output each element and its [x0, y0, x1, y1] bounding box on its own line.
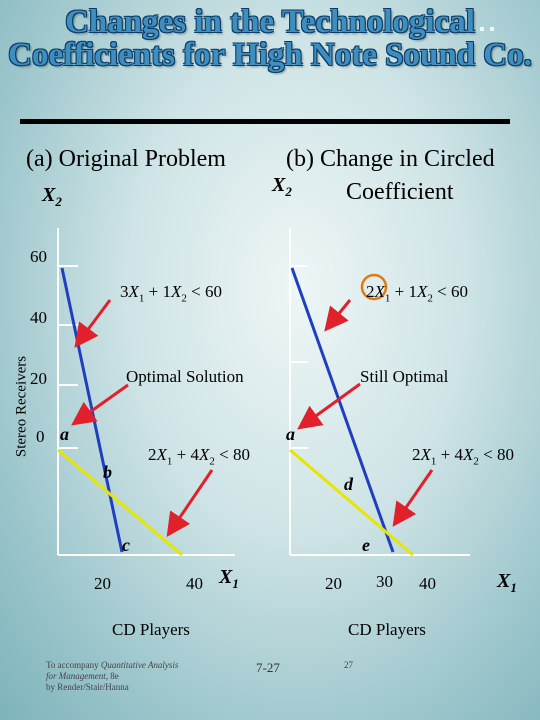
y-tick-20: 20 — [30, 369, 47, 388]
panel-b-constraint-2-label: 2X1 + 4X2 < 80 — [412, 445, 514, 468]
arrow-panel-a-constraint-1 — [74, 299, 112, 348]
point-b: b — [103, 462, 112, 482]
footer-line-3: by Render/Stair/Hanna — [46, 682, 129, 692]
panel-b-heading-line2: Coefficient — [346, 179, 454, 205]
point-a-left: a — [60, 424, 69, 444]
panel-b-x-tick-20: 20 — [325, 574, 342, 593]
decorative-dots — [470, 18, 500, 36]
panel-a-heading: (a) Original Problem — [26, 146, 226, 172]
panel-b-x-tick-40: 40 — [419, 574, 436, 593]
panel-a-x-tick-40: 40 — [186, 574, 203, 593]
panel-a-x2-label: X2 — [42, 184, 62, 209]
small-page-number: 27 — [344, 660, 353, 670]
point-d: d — [344, 474, 353, 494]
panel-a-x1-label: X1 — [219, 566, 239, 591]
panel-a-constraint-2-label: 2X1 + 4X2 < 80 — [148, 445, 250, 468]
point-e: e — [362, 535, 370, 555]
panel-b-heading-line1: (b) Change in Circled — [286, 146, 495, 172]
panel-b-constraint-1-label: 2X1 + 1X2 < 60 — [366, 282, 468, 305]
title-divider — [20, 119, 510, 124]
y-tick-0: 0 — [36, 427, 45, 446]
panel-b-constraint-2-line — [289, 448, 414, 557]
panel-a-x-axis-name: CD Players — [112, 620, 190, 639]
point-a-right: a — [286, 424, 295, 444]
circled-coefficient — [360, 273, 388, 301]
arrow-panel-b-constraint-2 — [392, 469, 434, 527]
panel-a-constraint-2-line — [57, 448, 183, 557]
panel-b-axes — [289, 228, 470, 556]
y-tick-40: 40 — [30, 308, 47, 327]
panel-b-x-tick-30: 30 — [376, 572, 393, 591]
y-tick-60: 60 — [30, 247, 47, 266]
arrow-panel-b-constraint-1 — [324, 299, 352, 332]
point-c: c — [122, 535, 130, 555]
footer-line-1: To accompany Quantitative Analysis — [46, 660, 179, 670]
panel-a-x-tick-20: 20 — [94, 574, 111, 593]
panel-a-constraint-1-label: 3X1 + 1X2 < 60 — [120, 282, 222, 305]
panel-b-optimal-note: Still Optimal — [360, 367, 449, 386]
panel-a-axes — [57, 228, 235, 556]
slide-title: Changes in the Technological Coefficient… — [8, 4, 532, 73]
panel-b-x1-label: X1 — [497, 570, 517, 595]
page-number: 7-27 — [256, 660, 280, 675]
panel-b-x2-label: X2 — [272, 174, 292, 199]
panel-a-optimal-note: Optimal Solution — [126, 367, 244, 386]
panel-b-x-axis-name: CD Players — [348, 620, 426, 639]
footer-line-2: for Management, 8e — [46, 671, 119, 681]
footer-credit: To accompany Quantitative Analysis for M… — [46, 660, 178, 693]
arrow-panel-b-optimal — [297, 382, 361, 430]
arrow-panel-a-optimal — [71, 383, 129, 426]
panel-b-constraint-1-line — [290, 267, 395, 553]
arrow-panel-a-constraint-2 — [166, 469, 214, 537]
